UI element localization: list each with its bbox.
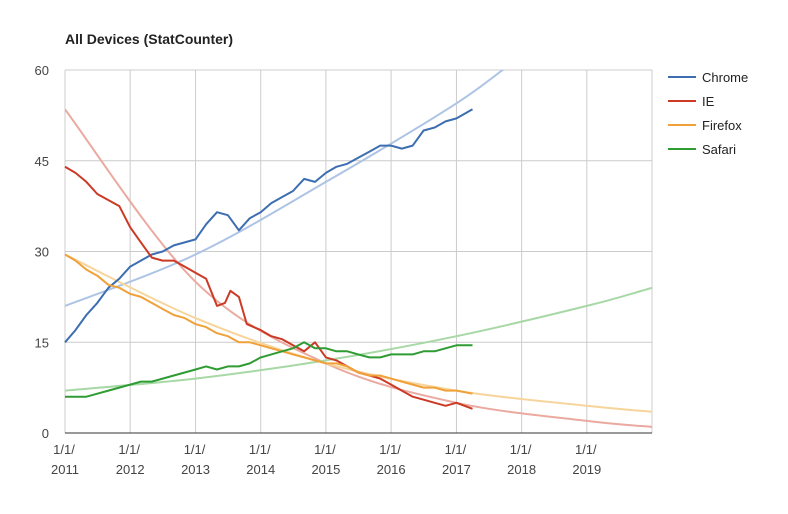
grid-layer [64, 69, 653, 433]
series-line-firefox [64, 253, 473, 395]
legend: Chrome IE Firefox Safari [668, 70, 748, 157]
y-tick-label: 0 [42, 426, 49, 441]
x-tick-label-line2: 2018 [507, 462, 536, 477]
x-tick-label-line2: 2011 [51, 462, 79, 477]
trendline-firefox [65, 253, 652, 413]
x-tick-label-line1: 1/1/ [184, 442, 206, 457]
series-layer [64, 108, 473, 410]
y-tick-label: 15 [35, 335, 49, 350]
legend-label-ie: IE [702, 94, 715, 109]
x-tick-label-line1: 1/1/ [118, 442, 140, 457]
series-line-ie [64, 165, 473, 410]
x-tick-label-line2: 2014 [246, 462, 275, 477]
trendline-chrome [65, 70, 505, 307]
x-tick-label-line2: 2019 [572, 462, 601, 477]
legend-label-chrome: Chrome [702, 70, 748, 85]
x-tick-label-line2: 2015 [311, 462, 340, 477]
x-tick-label-line1: 1/1/ [53, 442, 75, 457]
x-tick-label-line1: 1/1/ [249, 442, 271, 457]
x-tick-label-line1: 1/1/ [314, 442, 336, 457]
series-line-safari [65, 341, 473, 398]
x-tick-label-line1: 1/1/ [575, 442, 597, 457]
y-tick-label: 30 [35, 245, 49, 260]
trendline-ie [65, 108, 652, 428]
y-tick-label: 45 [35, 154, 49, 169]
x-tick-label-line1: 1/1/ [445, 442, 467, 457]
x-tick-label-line1: 1/1/ [379, 442, 401, 457]
series-line-chrome [64, 108, 473, 343]
chart-title: All Devices (StatCounter) [65, 31, 233, 47]
legend-label-firefox: Firefox [702, 118, 742, 133]
y-tick-label: 60 [35, 63, 49, 78]
x-tick-label-line2: 2016 [377, 462, 406, 477]
x-tick-label-line2: 2013 [181, 462, 210, 477]
trendline-safari [65, 286, 652, 392]
axis-layer: 0 15 30 45 60 1/1/2011 1/1/2012 1/1/2013 1/1/201… [35, 63, 652, 477]
x-tick-label-line1: 1/1/ [510, 442, 532, 457]
x-tick-label-line2: 2017 [442, 462, 471, 477]
trend-layer [65, 70, 652, 428]
legend-label-safari: Safari [702, 142, 736, 157]
x-tick-label-line2: 2012 [116, 462, 145, 477]
